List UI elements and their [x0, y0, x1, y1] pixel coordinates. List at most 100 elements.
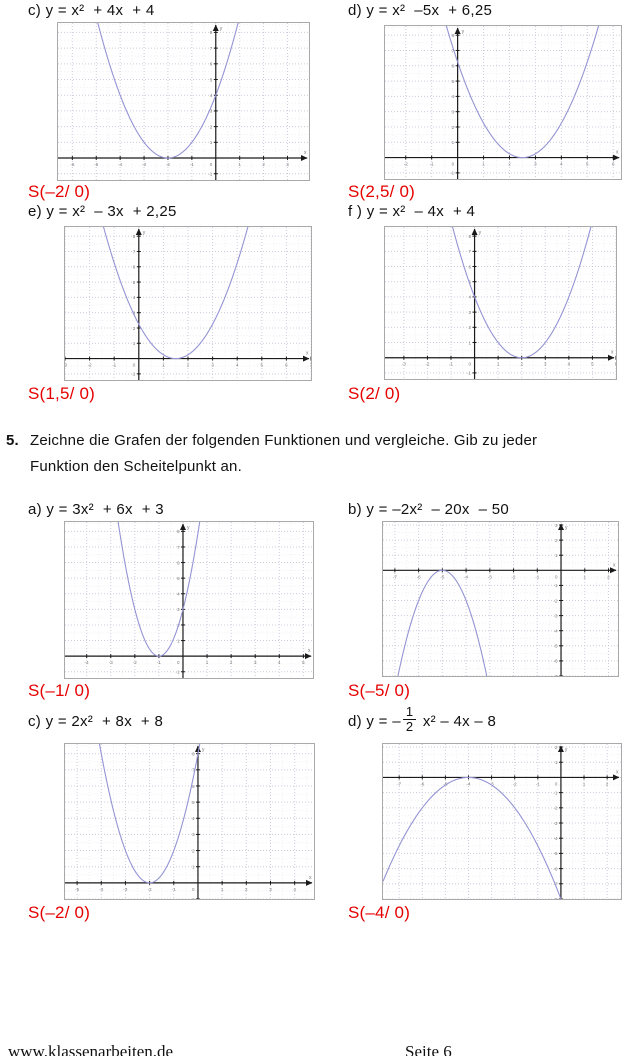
parabola-curve [397, 569, 488, 676]
svg-text:2: 2 [520, 362, 523, 367]
svg-text:-6: -6 [70, 162, 74, 167]
svg-text:1: 1 [555, 553, 558, 558]
svg-text:5: 5 [452, 79, 455, 84]
svg-text:1: 1 [238, 162, 241, 167]
chart-grid [65, 744, 314, 899]
chart-tick-labels: x y -5 -4 -3 -2 -1 1 2 3 4 -1 1 2 3 4 5 6 7 8 0 [75, 747, 312, 899]
svg-text:-4: -4 [85, 660, 89, 665]
svg-text:4: 4 [452, 94, 455, 99]
svg-text:-5: -5 [75, 887, 79, 892]
problem-title-d1: d) y = x² –5x + 6,25 [348, 2, 493, 19]
parabola-curve [98, 744, 201, 884]
svg-text:-1: -1 [172, 887, 176, 892]
vertex-label-d1: S(2,5/ 0) [348, 182, 415, 201]
parabola-curve [445, 26, 600, 159]
svg-text:2: 2 [607, 574, 610, 579]
svg-text:-4: -4 [464, 574, 468, 579]
svg-text:-4: -4 [466, 781, 470, 786]
svg-text:-2: -2 [553, 806, 557, 811]
svg-text:-1: -1 [131, 372, 135, 377]
svg-text:x: x [308, 648, 311, 654]
chart-subgrid [58, 23, 309, 180]
chart-tick-labels: x y -3 -2 -1 1 2 3 4 5 6 7 -1 1 2 3 4 5 6 7 8 0 [65, 230, 311, 377]
svg-text:3: 3 [254, 660, 257, 665]
parabola-chart-f: x y -3 -2 -1 1 2 3 4 5 6 -1 1 2 3 4 5 6 7 8 0 [385, 227, 616, 379]
svg-text:-4: -4 [553, 836, 557, 841]
graph-a: x y -4 -3 -2 -1 1 2 3 4 5 -1 1 2 3 4 5 6 7 8 0 [64, 521, 314, 679]
svg-text:x: x [306, 351, 309, 357]
problem-title-c2: c) y = 2x² + 8x + 8 [28, 713, 164, 730]
svg-text:y: y [143, 230, 146, 236]
svg-text:5: 5 [591, 362, 594, 367]
svg-text:0: 0 [555, 574, 558, 579]
svg-text:-1: -1 [553, 790, 557, 795]
chart-axes [65, 745, 313, 899]
fraction-bar [402, 718, 417, 720]
svg-text:x: x [616, 150, 619, 156]
chart-grid [65, 522, 313, 678]
svg-text:0: 0 [192, 887, 195, 892]
svg-text:x: x [309, 875, 312, 881]
parabola-curve [383, 776, 562, 899]
problem-title-e: e) y = x² – 3x + 2,25 [28, 203, 177, 220]
chart-axes [383, 523, 617, 676]
svg-text:-3: -3 [402, 362, 406, 367]
svg-text:-1: -1 [535, 574, 539, 579]
svg-text:8: 8 [133, 234, 136, 239]
vertex-label-c1: S(–2/ 0) [28, 182, 91, 201]
svg-text:1: 1 [162, 363, 165, 368]
svg-text:0: 0 [469, 362, 472, 367]
svg-text:4: 4 [568, 362, 571, 367]
svg-text:5: 5 [586, 162, 589, 167]
svg-text:-7: -7 [397, 781, 401, 786]
svg-text:1: 1 [584, 574, 587, 579]
svg-text:1: 1 [497, 362, 500, 367]
svg-text:-4: -4 [118, 162, 122, 167]
svg-text:-2: -2 [513, 781, 517, 786]
problem-title-d2: d) y = –1 2 x² – 4x – 8 [348, 705, 496, 735]
chart-subgrid [385, 26, 621, 179]
svg-text:-3: -3 [65, 363, 67, 368]
svg-text:x: x [616, 769, 619, 775]
svg-text:-1: -1 [190, 897, 194, 899]
svg-text:-1: -1 [536, 781, 540, 786]
svg-text:-2: -2 [404, 162, 408, 167]
chart-subgrid [65, 744, 314, 899]
svg-text:-2: -2 [88, 363, 92, 368]
svg-text:6: 6 [177, 560, 180, 565]
svg-text:-5: -5 [440, 574, 444, 579]
svg-text:1: 1 [210, 140, 213, 145]
svg-text:1: 1 [482, 162, 485, 167]
graph-c1: x y -6 -5 -4 -3 -2 -1 1 2 3 -1 1 2 3 4 5 6 7 8 0 [57, 22, 310, 181]
footer-site-url: www.klassenarbeiten.de [8, 1042, 174, 1056]
task-text-line1: Zeichne die Grafen der folgenden Funktio… [30, 432, 538, 449]
chart-tick-labels: x y -3 -2 -1 1 2 3 4 5 6 -1 1 2 3 4 5 6 7 8 0 [402, 230, 616, 376]
svg-text:-1: -1 [157, 660, 161, 665]
svg-text:-6: -6 [554, 659, 558, 664]
svg-text:6: 6 [285, 363, 288, 368]
svg-text:3: 3 [192, 832, 195, 837]
svg-text:-3: -3 [553, 821, 557, 826]
svg-text:4: 4 [133, 295, 136, 300]
footer-page-number: Seite 6 [405, 1042, 452, 1056]
svg-text:1: 1 [133, 341, 136, 346]
svg-text:7: 7 [133, 249, 136, 254]
svg-text:3: 3 [452, 109, 455, 114]
svg-text:-3: -3 [490, 781, 494, 786]
graph-f: x y -3 -2 -1 1 2 3 4 5 6 -1 1 2 3 4 5 6 7 8 0 [384, 226, 617, 380]
svg-text:-1: -1 [450, 171, 454, 176]
parabola-chart-d1: x y -2 -1 1 2 3 4 5 6 -1 1 2 3 4 5 6 7 8 0 [385, 26, 621, 179]
svg-text:1: 1 [452, 140, 455, 145]
svg-text:8: 8 [177, 529, 180, 534]
svg-text:8: 8 [210, 30, 213, 35]
task-text-line2: Funktion den Scheitelpunkt an. [30, 458, 242, 475]
svg-text:2: 2 [133, 326, 136, 331]
svg-text:-1: -1 [175, 670, 179, 675]
svg-text:y: y [202, 747, 205, 753]
svg-text:2: 2 [469, 325, 472, 330]
svg-text:4: 4 [177, 592, 180, 597]
svg-text:3: 3 [133, 310, 136, 315]
